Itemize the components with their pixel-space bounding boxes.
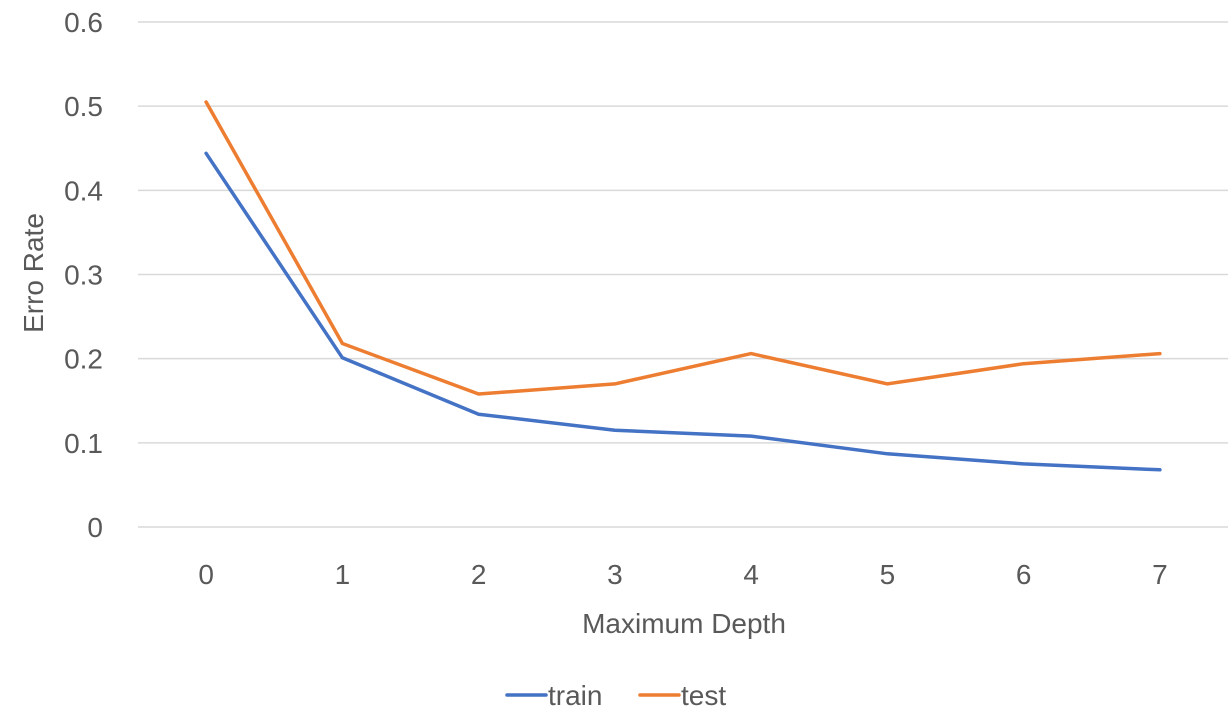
series-line-test	[204, 100, 1162, 396]
y-tick-label: 0.5	[64, 91, 103, 122]
legend: train test	[505, 680, 726, 711]
x-axis-title: Maximum Depth	[582, 608, 786, 639]
legend-label-test: test	[681, 680, 726, 711]
y-tick-label: 0.6	[64, 7, 103, 38]
y-tick-label: 0.2	[64, 344, 103, 375]
x-tick-label: 2	[471, 559, 487, 590]
x-tick-label: 4	[743, 559, 759, 590]
x-axis-tick-labels: 0 1 2 3 4 5 6 7	[198, 559, 1167, 590]
x-tick-label: 0	[198, 559, 214, 590]
series-line-train	[204, 151, 1162, 472]
y-tick-label: 0.3	[64, 260, 103, 291]
x-tick-label: 3	[607, 559, 623, 590]
y-axis-title: Erro Rate	[18, 213, 49, 333]
x-tick-label: 5	[880, 559, 896, 590]
y-tick-label: 0.1	[64, 428, 103, 459]
y-tick-label: 0	[87, 512, 103, 543]
x-tick-label: 1	[335, 559, 351, 590]
x-tick-label: 7	[1152, 559, 1168, 590]
x-tick-label: 6	[1016, 559, 1032, 590]
y-axis-tick-labels: 0 0.1 0.2 0.3 0.4 0.5 0.6	[64, 7, 103, 543]
series-lines	[204, 100, 1162, 472]
y-tick-label: 0.4	[64, 175, 103, 206]
gridlines	[138, 21, 1228, 528]
legend-label-train: train	[548, 680, 602, 711]
